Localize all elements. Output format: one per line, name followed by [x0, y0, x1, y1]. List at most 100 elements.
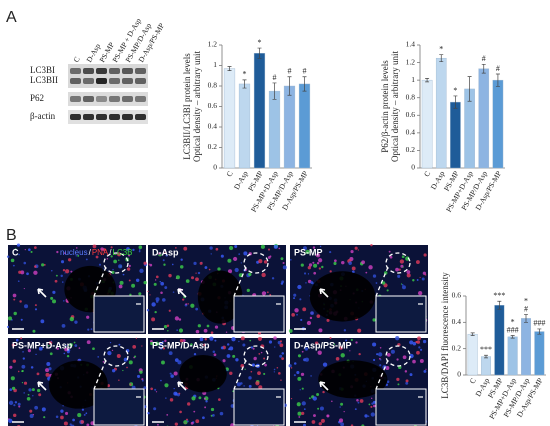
- cell: [48, 367, 52, 371]
- significance-label: ***: [493, 291, 505, 300]
- cell: [280, 379, 282, 381]
- cell: [422, 271, 426, 275]
- cell: [102, 360, 105, 363]
- cell: [210, 407, 215, 412]
- cell: [340, 353, 345, 358]
- cell: [153, 282, 157, 286]
- cell: [252, 347, 255, 350]
- cell: [143, 261, 147, 265]
- y-tick-label: 0: [411, 163, 415, 172]
- cell: [22, 350, 24, 353]
- cell: [179, 339, 184, 343]
- cell: [312, 396, 317, 401]
- cell: [183, 420, 188, 425]
- blot-band: [83, 68, 94, 74]
- cell: [173, 371, 178, 376]
- cell: [310, 375, 312, 377]
- cell: [205, 400, 208, 403]
- cell: [65, 269, 70, 274]
- cell: [317, 258, 323, 263]
- cell: [229, 371, 233, 375]
- x-tick-label: C: [422, 169, 432, 178]
- cell: [34, 308, 38, 311]
- cell: [147, 290, 149, 293]
- cell: [234, 267, 239, 273]
- cell: [12, 264, 15, 267]
- cell: [56, 250, 59, 254]
- cell: [364, 414, 368, 418]
- cell: [154, 341, 160, 346]
- cell: [63, 421, 68, 426]
- cell: [80, 420, 85, 424]
- blot-band: [83, 96, 94, 102]
- cell: [334, 259, 337, 263]
- cell: [313, 263, 318, 268]
- cell: [154, 310, 157, 314]
- cell: [153, 407, 157, 411]
- blot-band: [109, 78, 120, 84]
- cell: [261, 272, 266, 278]
- cell: [359, 399, 364, 403]
- inset-guide: [93, 359, 107, 390]
- cell: [126, 366, 128, 369]
- y-tick-label: 0.8: [406, 92, 416, 101]
- cell: [202, 416, 205, 420]
- cell: [243, 385, 245, 387]
- cell: [329, 270, 332, 273]
- cell: [329, 336, 332, 340]
- cell: [258, 385, 263, 390]
- cell: [329, 251, 332, 254]
- error-bar: [524, 314, 528, 323]
- cell: [401, 283, 404, 286]
- cell: [299, 298, 302, 301]
- cell: [69, 342, 73, 347]
- cell: [180, 258, 183, 261]
- cell: [21, 382, 24, 384]
- cell: [66, 354, 70, 358]
- error-bar: [481, 63, 486, 74]
- cell: [109, 342, 112, 344]
- error-bar: [467, 76, 472, 102]
- cell: [375, 282, 378, 284]
- cell: [158, 252, 161, 255]
- cell: [396, 377, 400, 382]
- cell: [222, 359, 226, 363]
- cell: [290, 367, 293, 369]
- bar: [492, 79, 504, 169]
- cell: [197, 271, 201, 275]
- significance-label: #: [303, 67, 307, 76]
- y-tick-label: 0.8: [208, 81, 218, 90]
- cell: [268, 340, 273, 344]
- cell: [409, 340, 414, 345]
- lumen: [197, 270, 243, 324]
- cell: [263, 372, 266, 376]
- cell: [316, 261, 320, 265]
- cell: [370, 412, 375, 417]
- cell: [405, 379, 409, 383]
- cell: [368, 403, 371, 406]
- cell: [303, 423, 306, 426]
- cell: [191, 396, 196, 401]
- cell: [161, 340, 164, 343]
- cell: [48, 341, 53, 345]
- cell: [293, 297, 296, 300]
- cell: [214, 325, 219, 329]
- cell: [402, 266, 404, 268]
- cell: [170, 374, 174, 378]
- cell: [199, 261, 203, 265]
- cell: [169, 372, 172, 375]
- cell: [321, 265, 324, 269]
- y-tick-label: 1.2: [406, 57, 416, 66]
- cell: [160, 291, 163, 295]
- cell: [69, 423, 72, 426]
- cell: [412, 359, 416, 364]
- cell: [233, 256, 238, 262]
- cell: [236, 382, 241, 387]
- cell: [77, 254, 80, 257]
- cell: [313, 271, 317, 275]
- blot-band: [96, 68, 107, 74]
- cell: [187, 402, 191, 406]
- cell: [317, 350, 322, 355]
- cell: [107, 350, 112, 356]
- cell: [195, 277, 199, 282]
